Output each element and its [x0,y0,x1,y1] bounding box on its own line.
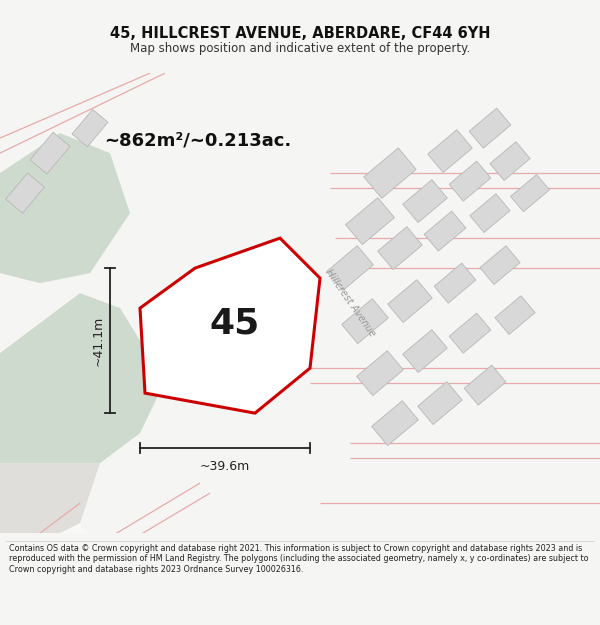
Bar [495,296,535,334]
Bar [490,142,530,181]
Bar [346,198,394,244]
Bar [326,246,373,291]
Bar [5,173,44,213]
Bar [434,263,476,303]
Polygon shape [0,133,130,283]
Bar [464,365,506,405]
Polygon shape [0,523,95,583]
Bar [72,109,108,147]
Bar [403,330,447,372]
Bar [449,161,491,201]
Bar [364,148,416,198]
Polygon shape [140,238,320,413]
Polygon shape [162,273,295,398]
Bar [424,211,466,251]
Bar [470,194,510,232]
Text: Hillcrest Avenue: Hillcrest Avenue [323,268,377,339]
Polygon shape [0,463,100,553]
Bar [341,299,388,344]
Bar [388,280,432,322]
Bar [30,132,70,174]
Text: ~39.6m: ~39.6m [200,459,250,472]
Text: 45: 45 [210,307,260,341]
Bar [480,246,520,284]
Text: Contains OS data © Crown copyright and database right 2021. This information is : Contains OS data © Crown copyright and d… [9,544,589,574]
Text: ~41.1m: ~41.1m [91,316,104,366]
Bar [428,130,472,173]
Bar [371,401,418,446]
Bar [511,174,550,212]
Bar [403,180,447,222]
Polygon shape [0,293,165,463]
Bar [418,382,462,424]
Text: Map shows position and indicative extent of the property.: Map shows position and indicative extent… [130,42,470,55]
Bar [356,351,403,396]
Text: 45, HILLCREST AVENUE, ABERDARE, CF44 6YH: 45, HILLCREST AVENUE, ABERDARE, CF44 6YH [110,26,490,41]
Bar [449,313,491,353]
Bar [378,227,422,269]
Bar [469,108,511,148]
Text: ~862m²/~0.213ac.: ~862m²/~0.213ac. [104,132,292,149]
